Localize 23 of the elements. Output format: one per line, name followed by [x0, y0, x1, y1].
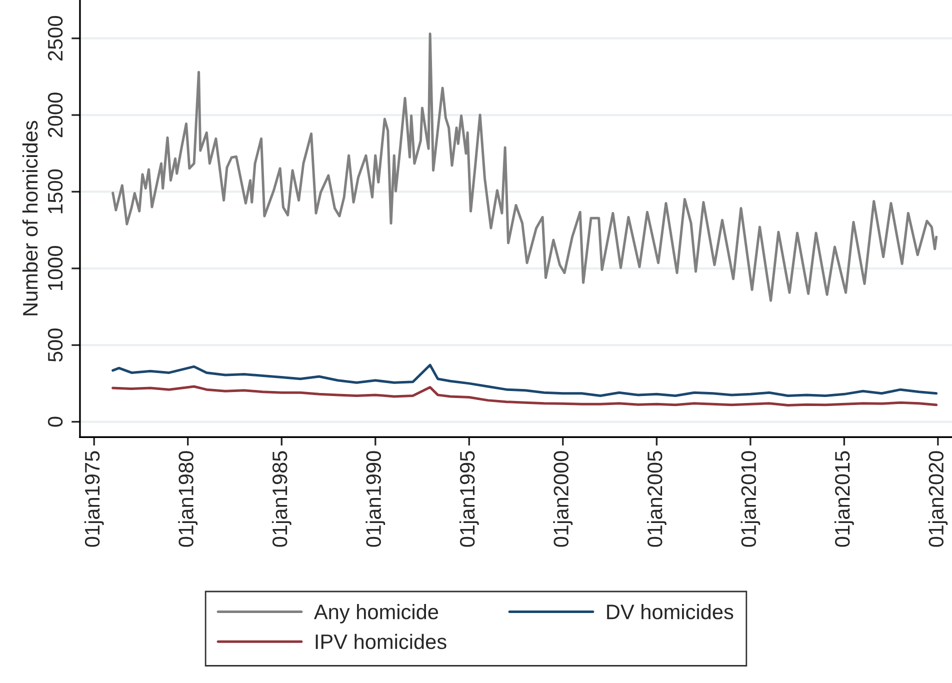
y-tick-label: 1000: [48, 246, 63, 290]
x-tick-label: 01jan2015: [834, 451, 854, 547]
x-tick-label: 01jan1995: [459, 451, 479, 547]
legend-label: Any homicide: [314, 604, 438, 624]
y-tick-label: 0: [48, 416, 63, 427]
y-tick-label: 1500: [48, 169, 63, 214]
x-tick-label: 01jan1975: [84, 451, 104, 547]
x-tick-label: 01jan2000: [553, 451, 573, 547]
y-tick-label: 2500: [48, 16, 63, 60]
line-series: [112, 385, 938, 406]
x-tick-label: 01jan2010: [740, 451, 760, 547]
y-axis-title: Number of homicides: [22, 120, 38, 316]
y-tick-label: 2000: [48, 92, 63, 138]
legend-label: DV homicides: [607, 604, 734, 620]
line-series: [112, 364, 938, 397]
line-series: [112, 32, 938, 302]
x-tick-label: 01jan1985: [272, 451, 292, 547]
y-tick-label: 500: [48, 328, 63, 362]
legend-label: IPV homicides: [316, 634, 446, 650]
x-tick-label: 01jan2005: [646, 451, 666, 547]
x-tick-label: 01jan1990: [366, 451, 386, 547]
x-tick-label: 01jan2020: [928, 451, 948, 547]
x-tick-label: 01jan1980: [178, 451, 198, 547]
